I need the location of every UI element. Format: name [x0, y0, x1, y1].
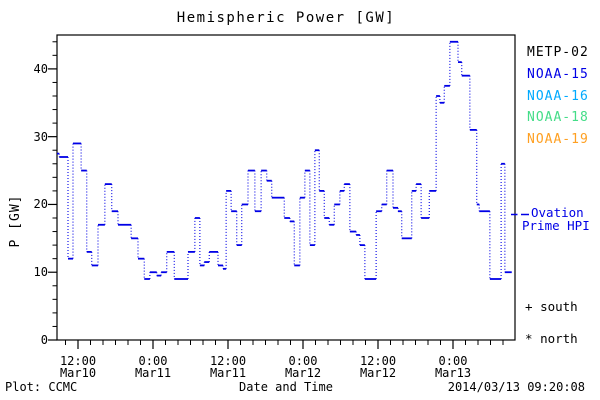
y-tick-label-20: 20	[33, 197, 48, 211]
y-tick-label-0: 0	[40, 333, 48, 347]
legend-item-noaa18: NOAA-18	[527, 110, 589, 125]
legend-item-noaa19: NOAA-19	[527, 132, 589, 147]
x-tick-label-4: 12:00 Mar12	[359, 354, 397, 380]
y-tick-label-10: 10	[33, 265, 48, 279]
chart-title: Hemispheric Power [GW]	[176, 10, 396, 26]
x-tick-label-0: 12:00 Mar10	[59, 354, 97, 380]
x-tick-label-3: 0:00 Mar12	[284, 354, 322, 380]
plus-symbol-icon: +	[525, 299, 533, 314]
x-tick-label-1: 0:00 Mar11	[134, 354, 172, 380]
legend-marker-south: + south	[525, 299, 578, 314]
x-tick-label-2: 12:00 Mar11	[209, 354, 247, 380]
y-tick-label-30: 30	[33, 130, 48, 144]
footer-plot-source: Plot: CCMC	[5, 380, 78, 394]
legend-item-metp02: METP-02	[527, 45, 589, 60]
ovation-legend-line1: Ovation	[531, 205, 584, 220]
y-tick-label-40: 40	[33, 62, 48, 76]
legend-marker-north: * north	[525, 331, 578, 346]
legend-item-noaa15: NOAA-15	[527, 67, 589, 82]
legend-item-noaa16: NOAA-16	[527, 89, 589, 104]
x-axis-title: Date and Time	[239, 380, 333, 394]
x-tick-label-5: 0:00 Mar13	[434, 354, 472, 380]
asterisk-symbol-icon: *	[525, 331, 533, 346]
ovation-legend-line2: Prime HPI	[522, 218, 590, 233]
footer-timestamp: 2014/03/13 09:20:08	[447, 380, 585, 394]
